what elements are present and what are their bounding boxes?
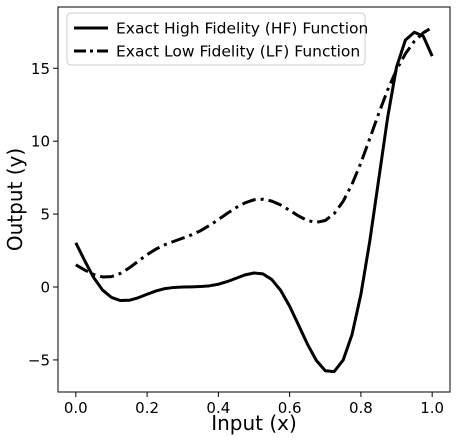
y-tick-label: 15 — [31, 60, 50, 78]
x-tick-label: 0.8 — [349, 399, 373, 417]
tick-marks: 0.0 0.2 0.4 0.6 0.8 1.0 −5 0 5 10 15 — [28, 60, 444, 417]
legend-label-2: Exact Low Fidelity (LF) Function — [116, 43, 360, 61]
y-tick-label: 10 — [31, 133, 50, 151]
legend-box — [66, 12, 366, 66]
y-tick-label: 0 — [40, 279, 50, 297]
x-tick-label: 0.6 — [278, 399, 302, 417]
plot-area — [74, 26, 434, 374]
x-tick-label: 1.0 — [420, 399, 444, 417]
y-tick-label: 5 — [40, 206, 50, 224]
x-axis-label: Input (x) — [211, 411, 297, 435]
axes-frame — [57, 6, 451, 393]
y-axis-label: Output (y) — [3, 148, 27, 251]
x-tick-label: 0.4 — [206, 399, 230, 417]
y-tick-label: −5 — [28, 351, 50, 369]
legend: Exact High Fidelity (HF) Function Exact L… — [66, 12, 368, 66]
series-line-1 — [74, 30, 434, 374]
x-tick-label: 0.0 — [64, 399, 88, 417]
series-line-2 — [75, 26, 433, 279]
x-tick-label: 0.2 — [135, 399, 159, 417]
legend-label-1: Exact High Fidelity (HF) Function — [116, 20, 368, 38]
